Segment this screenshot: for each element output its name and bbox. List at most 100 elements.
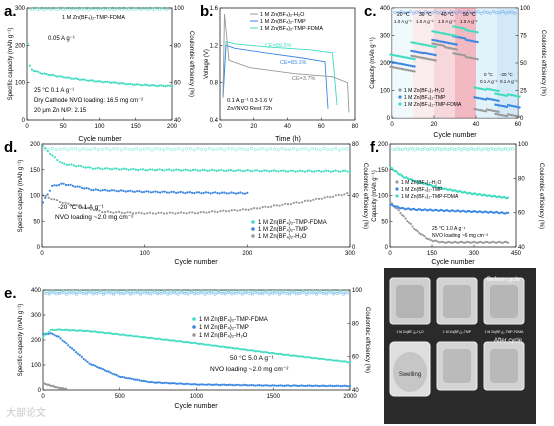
- panel-e-tmp-ce-point: [210, 291, 214, 295]
- panel-d-ce-point: [207, 146, 211, 150]
- panel-e-ce-point: [51, 289, 55, 293]
- panel-e-tmp-point: [345, 384, 348, 387]
- panel-c-tmp-point: [506, 104, 510, 107]
- panel-e-fdma-point: [287, 353, 290, 356]
- panel-e-tmp-point: [292, 384, 296, 387]
- panel-f-ce-point: [504, 146, 508, 150]
- panel-d-h2o-point: [332, 195, 335, 198]
- panel-e-tmp-ce-point: [81, 292, 85, 296]
- panel-e-tmp-ce-point: [61, 291, 65, 295]
- panel-d-tmp-point: [90, 188, 93, 192]
- panel-e-ce-point: [44, 290, 48, 294]
- panel-d-fdma-point: [306, 169, 309, 173]
- panel-d-fdma-point: [103, 167, 106, 170]
- panel-f-ce-point: [465, 147, 469, 151]
- panel-c-fdma-point: [409, 57, 412, 60]
- panel-d-ce-point: [223, 148, 227, 152]
- panel-d-tmp-point: [71, 184, 74, 187]
- panel-c-legend-swatch-fdma: [398, 102, 402, 106]
- photo-swelling-label: Swelling: [399, 372, 421, 378]
- panel-e-ce-point: [156, 290, 160, 294]
- panel-d-fdma-point: [144, 169, 147, 172]
- panel-c-y2tick-label: 100: [520, 6, 531, 12]
- panel-e-letter: e.: [4, 285, 17, 302]
- panel-e-ce-point: [206, 289, 210, 293]
- panel-d-h2o-point: [137, 211, 140, 214]
- panel-e-ce-point: [345, 289, 349, 293]
- panel-d-fdma-point: [258, 170, 261, 173]
- panel-e-fdma-point: [283, 353, 286, 356]
- panel-e-ce-point: [311, 289, 315, 293]
- panel-e-fdma-point: [329, 358, 332, 361]
- panel-e-fdma-point: [109, 332, 112, 335]
- panel-d-h2o-point: [329, 196, 332, 199]
- panel-a-fdma-point: [118, 82, 121, 85]
- panel-e-tmp-point: [47, 332, 51, 335]
- panel-e-ce-point: [288, 290, 292, 294]
- panel-d-ce-point: [269, 147, 273, 151]
- panel-f-ce-point: [393, 148, 397, 152]
- panel-d-fdma-point: [241, 170, 244, 173]
- panel-f-ce-point: [506, 148, 510, 152]
- panel-e-fdma-point: [252, 349, 255, 352]
- panel-e-fdma-point: [202, 343, 205, 346]
- panel-d-fdma-point: [196, 169, 199, 172]
- panel-f-ce-point: [491, 147, 495, 151]
- panel-e-fdma-point: [277, 352, 280, 355]
- panel-a-fdma-point: [164, 85, 167, 88]
- panel-d-fdma-point: [63, 162, 66, 165]
- panel-a-fdma-point: [106, 80, 109, 83]
- panel-d-fdma-point: [163, 169, 166, 172]
- panel-e-tmp-point: [179, 382, 182, 385]
- panel-a-ce-point: [115, 7, 119, 11]
- panel-d-h2o-point: [298, 201, 301, 204]
- panel-c-tmp-point: [494, 103, 497, 106]
- panel-f-ce-point: [489, 146, 493, 150]
- panel-b: b. 1 M Zn(BF₄)₂-H₂O 1 M Zn(BF₄)₂-TMP 1 M…: [200, 3, 359, 143]
- panel-a-fdma-point: [116, 82, 119, 85]
- panel-e-fdma-point: [123, 333, 126, 336]
- panel-d-h2o-point: [123, 212, 126, 215]
- panel-d-ytick-label: 100: [30, 194, 41, 200]
- panel-c-fdma-point: [435, 30, 438, 34]
- panel-d-h2o-point: [168, 211, 171, 214]
- panel-d-tmp-point: [67, 183, 70, 187]
- panel-d-h2o-point: [239, 209, 242, 212]
- panel-e-tmp-ce-point: [301, 291, 305, 295]
- panel-c-h2o-point: [479, 109, 482, 112]
- panel-c-tmp-point: [461, 36, 465, 40]
- panel-c-fdma-point: [395, 54, 398, 57]
- panel-e-tmp-ce-point: [101, 292, 105, 296]
- panel-d-h2o-point: [61, 201, 64, 204]
- panel-c-h2o-point: [398, 67, 402, 70]
- panel-f-y2label: Coulombic efficiency (%): [538, 163, 544, 229]
- panel-a-fdma-point: [114, 81, 117, 84]
- panel-f-ce-point: [462, 147, 466, 151]
- panel-e-fdma-point: [194, 341, 197, 345]
- panel-e-tmp-ce-point: [240, 292, 244, 296]
- panel-d-tmp-point: [78, 185, 81, 188]
- panel-c-h2o-point: [430, 58, 433, 61]
- panel-c-h2o-point: [405, 68, 409, 72]
- panel-f-note1: 25 °C 1.0 A g⁻¹: [432, 226, 466, 232]
- panel-c-temperature-band: [392, 8, 413, 118]
- panel-a-ce-point: [59, 6, 63, 10]
- panel-e-ce-point: [277, 291, 281, 295]
- panel-e-fdma-point: [310, 356, 313, 359]
- panel-d-tmp-point: [193, 192, 196, 195]
- panel-e-tmp-point: [304, 384, 307, 388]
- panel-a-ce-point: [143, 7, 147, 11]
- panel-a-ce-point: [75, 8, 79, 12]
- panel-e-tmp-ce-point: [47, 292, 51, 296]
- panel-c-h2o-point: [401, 68, 405, 71]
- panel-a-fdma-point: [37, 70, 40, 73]
- panel-e-fdma-point: [88, 330, 91, 333]
- panel-a-ce-point: [110, 6, 114, 10]
- panel-d-h2o-point: [289, 203, 292, 206]
- panel-c-h2o-point: [480, 109, 484, 112]
- panel-c-tmp-point: [455, 43, 458, 46]
- panel-e-tmp-ce-point: [64, 292, 68, 296]
- panel-d-ce-point: [219, 146, 223, 150]
- panel-d-h2o-point: [196, 212, 199, 215]
- panel-d-tmp-point: [122, 189, 125, 192]
